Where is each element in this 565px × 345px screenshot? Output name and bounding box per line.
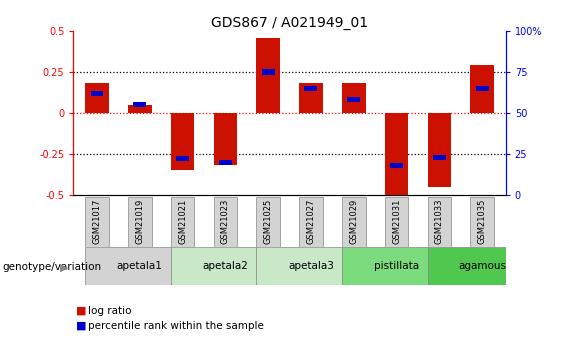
Bar (299, 83, 323, 113)
Bar (133, 102, 146, 107)
Text: genotype/variation: genotype/variation (3, 263, 102, 272)
Text: ▶: ▶ (60, 263, 69, 272)
Bar (214, 113, 237, 166)
Bar (257, 38, 280, 113)
Bar (305, 86, 318, 91)
Bar (471, 66, 494, 113)
Bar (257, 197, 280, 247)
Text: GSM21023: GSM21023 (221, 199, 230, 244)
Title: GDS867 / A021949_01: GDS867 / A021949_01 (211, 16, 368, 30)
Text: GSM21021: GSM21021 (178, 199, 187, 244)
Bar (428, 113, 451, 187)
Text: GSM21017: GSM21017 (93, 199, 102, 244)
Bar (85, 197, 108, 247)
Bar (347, 97, 360, 102)
Text: apetala3: apetala3 (288, 261, 334, 270)
Bar (342, 197, 366, 247)
Bar (219, 159, 232, 165)
Bar (90, 91, 103, 96)
Bar (128, 105, 151, 113)
Bar (262, 69, 275, 75)
Text: pistillata: pistillata (374, 261, 419, 270)
Bar (299, 197, 323, 247)
Bar (428, 197, 451, 247)
Bar (214, 197, 237, 247)
Text: GSM21035: GSM21035 (477, 199, 486, 244)
Text: GSM21031: GSM21031 (392, 199, 401, 244)
Bar (171, 197, 194, 247)
Text: GSM21027: GSM21027 (306, 199, 315, 244)
Text: log ratio: log ratio (88, 306, 131, 315)
Bar (85, 83, 108, 113)
Bar (471, 197, 494, 247)
Bar (171, 113, 194, 170)
Text: GSM21033: GSM21033 (435, 199, 444, 244)
Text: apetala1: apetala1 (117, 261, 163, 270)
Bar (385, 113, 408, 198)
Bar (171, 247, 257, 285)
Text: apetala2: apetala2 (202, 261, 248, 270)
Bar (342, 83, 366, 113)
Text: GSM21025: GSM21025 (264, 199, 273, 244)
Text: percentile rank within the sample: percentile rank within the sample (88, 321, 263, 331)
Bar (85, 247, 171, 285)
Text: GSM21019: GSM21019 (135, 199, 144, 244)
Text: ■: ■ (76, 321, 87, 331)
Bar (428, 247, 513, 285)
Text: agamous: agamous (458, 261, 506, 270)
Bar (128, 197, 151, 247)
Bar (257, 247, 342, 285)
Text: GSM21029: GSM21029 (349, 199, 358, 244)
Text: ■: ■ (76, 306, 87, 315)
Bar (476, 86, 489, 91)
Bar (433, 155, 446, 160)
Bar (176, 156, 189, 161)
Bar (385, 197, 408, 247)
Bar (342, 247, 428, 285)
Bar (390, 163, 403, 168)
